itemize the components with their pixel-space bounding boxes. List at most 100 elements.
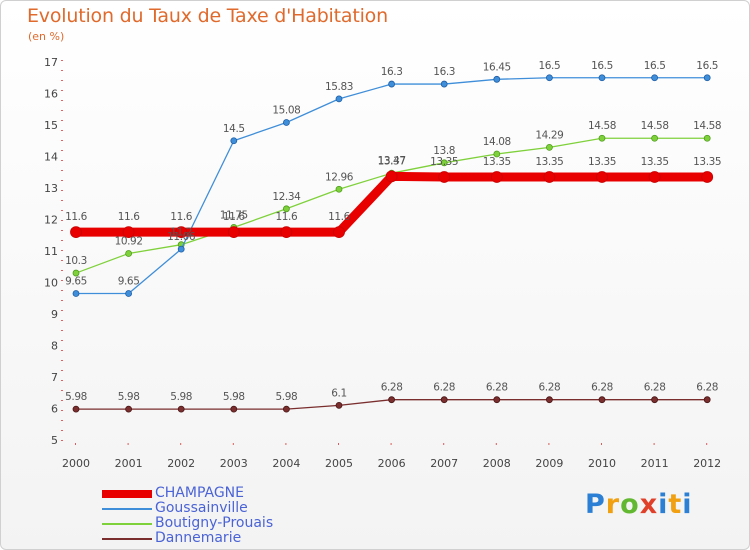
legend-item-goussainville: Goussainville [102, 501, 273, 516]
legend-swatch-goussainville [102, 507, 152, 510]
data-point-goussainville [493, 75, 501, 83]
data-label-goussainville: 9.65 [65, 276, 87, 288]
data-label-boutigny-prouais: 14.29 [535, 129, 563, 141]
data-label-champagne: 13.37 [378, 155, 406, 167]
chart-title: Evolution du Taux de Taxe d'Habitation [27, 5, 388, 27]
y-tick-label: 8 [51, 340, 58, 353]
data-label-dannemarie: 6.28 [644, 382, 666, 394]
data-label-boutigny-prouais: 11.75 [220, 209, 248, 221]
data-label-dannemarie: 5.98 [276, 391, 298, 403]
data-point-champagne [596, 171, 608, 183]
data-point-boutigny-prouais [703, 134, 711, 142]
data-label-boutigny-prouais: 11.2 [170, 227, 192, 239]
data-label-dannemarie: 6.28 [433, 382, 455, 394]
data-point-champagne [70, 226, 82, 239]
data-label-goussainville: 16.5 [591, 60, 613, 72]
legend: CHAMPAGNE Goussainville Boutigny-Prouais… [102, 486, 273, 546]
data-point-dannemarie [335, 401, 343, 409]
data-point-champagne [490, 171, 503, 183]
data-point-champagne [227, 226, 240, 239]
data-point-goussainville [546, 74, 553, 82]
data-point-dannemarie [125, 405, 132, 413]
data-point-goussainville [703, 74, 711, 82]
data-label-boutigny-prouais: 12.96 [325, 171, 354, 183]
legend-item-champagne: CHAMPAGNE [102, 486, 273, 501]
y-tick-label: 13 [44, 182, 58, 195]
series-line-champagne [71, 171, 712, 237]
data-label-champagne: 11.6 [223, 211, 245, 223]
y-tick-label: 9 [51, 308, 58, 321]
data-point-dannemarie [230, 405, 238, 413]
data-label-boutigny-prouais: 10.92 [115, 236, 143, 248]
y-tick-label: 17 [44, 56, 58, 69]
data-label-goussainville: 16.5 [539, 60, 561, 72]
chart-subtitle: (en %) [28, 30, 65, 43]
data-point-boutigny-prouais [598, 134, 606, 142]
y-tick-label: 5 [51, 434, 58, 447]
data-point-goussainville [125, 290, 132, 297]
x-tick-label: 2004 [272, 457, 300, 470]
data-point-champagne [280, 226, 293, 239]
data-point-boutigny-prouais [440, 159, 448, 167]
data-label-goussainville: 16.5 [644, 60, 666, 72]
data-point-champagne [438, 171, 451, 183]
data-label-champagne: 11.6 [170, 211, 192, 223]
x-tick-label: 2006 [378, 457, 406, 470]
data-point-goussainville [598, 74, 606, 82]
data-label-boutigny-prouais: 14.08 [483, 136, 511, 148]
data-label-champagne: 13.35 [430, 156, 458, 168]
data-label-goussainville: 16.45 [483, 61, 511, 73]
legend-swatch-dannemarie [102, 537, 152, 540]
data-point-champagne [385, 170, 398, 183]
data-label-dannemarie: 6.28 [381, 382, 403, 394]
data-point-champagne [175, 226, 188, 239]
legend-label-dannemarie: Dannemarie [155, 530, 242, 546]
data-label-goussainville: 16.5 [696, 60, 718, 72]
x-tick-label: 2010 [588, 457, 616, 470]
data-label-dannemarie: 5.98 [223, 391, 245, 403]
x-tick-label: 2007 [430, 457, 458, 470]
data-label-champagne: 13.35 [641, 156, 669, 168]
data-label-dannemarie: 5.98 [170, 391, 192, 403]
x-tick-label: 2002 [167, 457, 195, 470]
data-point-goussainville [335, 95, 343, 103]
x-tick-label: 2012 [693, 457, 721, 470]
data-label-champagne: 13.35 [588, 156, 616, 168]
y-tick-label: 16 [44, 88, 58, 101]
data-label-champagne: 13.35 [483, 156, 511, 168]
data-point-champagne [543, 171, 556, 183]
data-point-goussainville [177, 245, 185, 253]
proxiti-logo: Proxiti [585, 489, 693, 520]
data-point-dannemarie [493, 396, 501, 404]
data-label-boutigny-prouais: 13.47 [378, 155, 406, 167]
data-label-goussainville: 16.3 [381, 66, 403, 78]
y-tick-label: 12 [44, 214, 58, 227]
y-tick-label: 11 [44, 245, 58, 258]
data-point-champagne [648, 171, 661, 183]
data-point-boutigny-prouais [493, 150, 501, 158]
data-point-dannemarie [282, 405, 290, 413]
x-tick-label: 2008 [483, 457, 511, 470]
data-label-champagne: 11.6 [118, 211, 140, 223]
x-tick-label: 2000 [62, 457, 90, 470]
y-tick-label: 7 [51, 371, 58, 384]
data-point-boutigny-prouais [125, 250, 132, 257]
data-label-goussainville: 15.83 [325, 81, 353, 93]
data-label-boutigny-prouais: 14.58 [588, 120, 616, 132]
data-point-goussainville [282, 119, 290, 126]
data-label-boutigny-prouais: 10.3 [65, 255, 87, 267]
data-point-dannemarie [546, 396, 553, 404]
legend-item-dannemarie: Dannemarie [102, 531, 273, 546]
data-label-dannemarie: 6.28 [696, 382, 718, 394]
legend-item-boutigny-prouais: Boutigny-Prouais [102, 516, 273, 531]
data-label-dannemarie: 6.28 [539, 382, 561, 394]
data-point-boutigny-prouais [651, 134, 658, 142]
data-label-goussainville: 16.3 [433, 66, 455, 78]
legend-label-boutigny-prouais: Boutigny-Prouais [155, 515, 274, 531]
data-label-champagne: 13.35 [535, 156, 563, 168]
y-tick-label: 15 [44, 119, 58, 132]
data-point-boutigny-prouais [335, 185, 343, 193]
data-label-goussainville: 14.5 [223, 123, 245, 135]
